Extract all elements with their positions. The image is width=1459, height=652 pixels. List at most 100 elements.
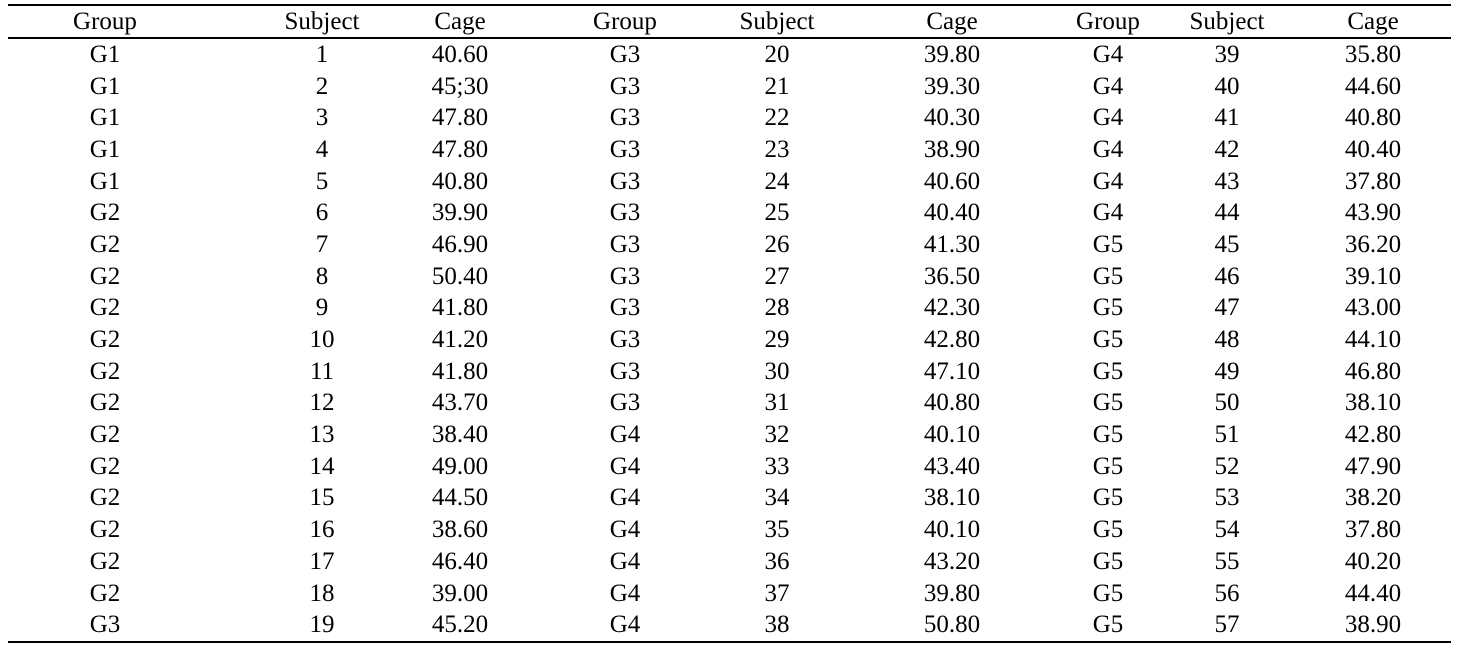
cell-subject: 50 xyxy=(1214,389,1240,417)
cell-cage: 47.80 xyxy=(431,135,489,163)
cell-group: G5 xyxy=(1092,484,1124,512)
cell-group: G5 xyxy=(1092,516,1124,544)
cell-group: G2 xyxy=(89,357,121,385)
column-header-cage-3: Cage xyxy=(1300,5,1451,39)
cell-subject: 10 xyxy=(309,326,335,354)
cell-cage: 40.60 xyxy=(431,40,489,68)
cell-subject: 4 xyxy=(315,135,329,163)
cell-cage: 39.80 xyxy=(923,40,981,68)
cell-subject: 17 xyxy=(309,547,335,575)
cell-group: G4 xyxy=(1092,104,1124,132)
table-row: G1 5 40.80 G3 24 40.60 G4 43 37.80 xyxy=(8,166,1451,198)
cell-group: G4 xyxy=(1092,40,1124,68)
cell-subject: 51 xyxy=(1214,421,1240,449)
cell-cage: 40.80 xyxy=(431,167,489,195)
cell-cage: 45.20 xyxy=(431,611,489,639)
cell-subject: 31 xyxy=(764,389,790,417)
cell-cage: 38.40 xyxy=(431,421,489,449)
cell-cage: 50.80 xyxy=(923,611,981,639)
cell-subject: 45 xyxy=(1214,230,1240,258)
cell-group: G4 xyxy=(609,452,641,480)
cell-subject: 1 xyxy=(315,40,329,68)
table-row: G1 4 47.80 G3 23 38.90 G4 42 40.40 xyxy=(8,134,1451,166)
cell-cage: 43.00 xyxy=(1344,294,1402,322)
cell-subject: 28 xyxy=(764,294,790,322)
cell-cage: 37.80 xyxy=(1344,516,1402,544)
cell-subject: 21 xyxy=(764,72,790,100)
cell-group: G3 xyxy=(609,199,641,227)
cell-subject: 34 xyxy=(764,484,790,512)
cell-group: G3 xyxy=(609,135,641,163)
cell-subject: 25 xyxy=(764,199,790,227)
cell-group: G2 xyxy=(89,579,121,607)
table-row: G2 11 41.80 G3 30 47.10 G5 49 46.80 xyxy=(8,356,1451,388)
cell-cage: 38.10 xyxy=(1344,389,1402,417)
cell-subject: 29 xyxy=(764,326,790,354)
cell-subject: 35 xyxy=(764,516,790,544)
cell-group: G3 xyxy=(609,357,641,385)
column-header-group-2: Group xyxy=(542,5,701,39)
cell-group: G4 xyxy=(1092,72,1124,100)
cell-group: G5 xyxy=(1092,230,1124,258)
cell-cage: 42.80 xyxy=(1344,421,1402,449)
cell-cage: 42.80 xyxy=(923,326,981,354)
table-row: G2 17 46.40 G4 36 43.20 G5 55 40.20 xyxy=(8,546,1451,578)
cell-cage: 40.40 xyxy=(1344,135,1402,163)
table-row: G3 19 45.20 G4 38 50.80 G5 57 38.90 xyxy=(8,609,1451,642)
table-row: G1 1 40.60 G3 20 39.80 G4 39 35.80 xyxy=(8,38,1451,71)
table-row: G2 7 46.90 G3 26 41.30 G5 45 36.20 xyxy=(8,229,1451,261)
cell-group: G4 xyxy=(1092,199,1124,227)
cell-subject: 54 xyxy=(1214,516,1240,544)
column-header-cage-2: Cage xyxy=(864,5,1030,39)
cell-cage: 38.10 xyxy=(923,484,981,512)
cell-group: G5 xyxy=(1092,294,1124,322)
cell-subject: 11 xyxy=(309,357,335,385)
table-row: G2 18 39.00 G4 37 39.80 G5 56 44.40 xyxy=(8,578,1451,610)
column-header-subject-1: Subject xyxy=(214,5,391,39)
cell-cage: 40.60 xyxy=(923,167,981,195)
cell-subject: 56 xyxy=(1214,579,1240,607)
table-row: G1 2 45;30 G3 21 39.30 G4 40 44.60 xyxy=(8,71,1451,103)
cell-subject: 55 xyxy=(1214,547,1240,575)
cell-group: G4 xyxy=(1092,135,1124,163)
cell-cage: 36.20 xyxy=(1344,230,1402,258)
cell-subject: 57 xyxy=(1214,611,1240,639)
table-body: G1 1 40.60 G3 20 39.80 G4 39 35.80 G1 2 45;30 G3 21 39… xyxy=(8,38,1451,642)
cell-cage: 44.60 xyxy=(1344,72,1402,100)
cell-subject: 52 xyxy=(1214,452,1240,480)
cell-subject: 53 xyxy=(1214,484,1240,512)
cell-group: G2 xyxy=(89,230,121,258)
cell-subject: 46 xyxy=(1214,262,1240,290)
cell-cage: 43.20 xyxy=(923,547,981,575)
cell-group: G5 xyxy=(1092,611,1124,639)
cell-group: G4 xyxy=(609,484,641,512)
cell-cage: 43.40 xyxy=(923,452,981,480)
cell-group: G3 xyxy=(609,104,641,132)
cell-cage: 41.80 xyxy=(431,357,489,385)
cell-cage: 39.10 xyxy=(1344,262,1402,290)
cell-subject: 26 xyxy=(764,230,790,258)
cell-group: G3 xyxy=(609,230,641,258)
cell-cage: 43.70 xyxy=(431,389,489,417)
table-row: G1 3 47.80 G3 22 40.30 G4 41 40.80 xyxy=(8,102,1451,134)
column-header-subject-3: Subject xyxy=(1167,5,1300,39)
cell-subject: 27 xyxy=(764,262,790,290)
cell-group: G5 xyxy=(1092,579,1124,607)
header-row: Group Subject Cage Group Subject Cage Gr… xyxy=(8,5,1451,39)
cell-cage: 50.40 xyxy=(431,262,489,290)
cell-group: G4 xyxy=(609,579,641,607)
cell-subject: 18 xyxy=(309,579,335,607)
cell-cage: 44.50 xyxy=(431,484,489,512)
cell-group: G5 xyxy=(1092,326,1124,354)
cell-group: G3 xyxy=(609,294,641,322)
cell-cage: 38.90 xyxy=(1344,611,1402,639)
column-header-group-1: Group xyxy=(8,5,214,39)
cell-subject: 32 xyxy=(764,421,790,449)
cell-subject: 37 xyxy=(764,579,790,607)
cell-cage: 41.20 xyxy=(431,326,489,354)
column-header-cage-1: Cage xyxy=(391,5,542,39)
cell-cage: 37.80 xyxy=(1344,167,1402,195)
cell-group: G2 xyxy=(89,262,121,290)
cell-cage: 44.10 xyxy=(1344,326,1402,354)
table-row: G2 14 49.00 G4 33 43.40 G5 52 47.90 xyxy=(8,451,1451,483)
